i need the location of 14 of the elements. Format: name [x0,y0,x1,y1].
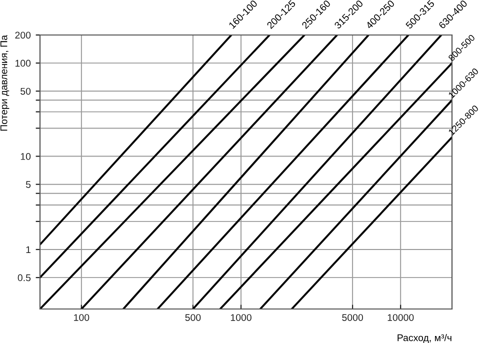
y-tick-label: 0.5 [18,274,31,282]
y-tick-label: 10 [20,153,31,160]
x-tick-label: 5000 [342,314,363,321]
y-tick-label: 50 [20,88,31,95]
x-axis-title: Расход, м³/ч [398,334,452,343]
y-tick-label: 5 [26,181,31,188]
x-tick-label: 100 [74,314,90,321]
y-tick-label: 100 [15,60,31,67]
x-tick-label: 500 [185,314,201,321]
x-tick-label: 10000 [388,314,414,321]
y-tick-label: 1 [26,246,30,254]
x-tick-label: 1000 [230,314,252,321]
y-axis-title: Потери давления, Па [0,34,10,131]
y-tick-label: 200 [15,32,31,39]
